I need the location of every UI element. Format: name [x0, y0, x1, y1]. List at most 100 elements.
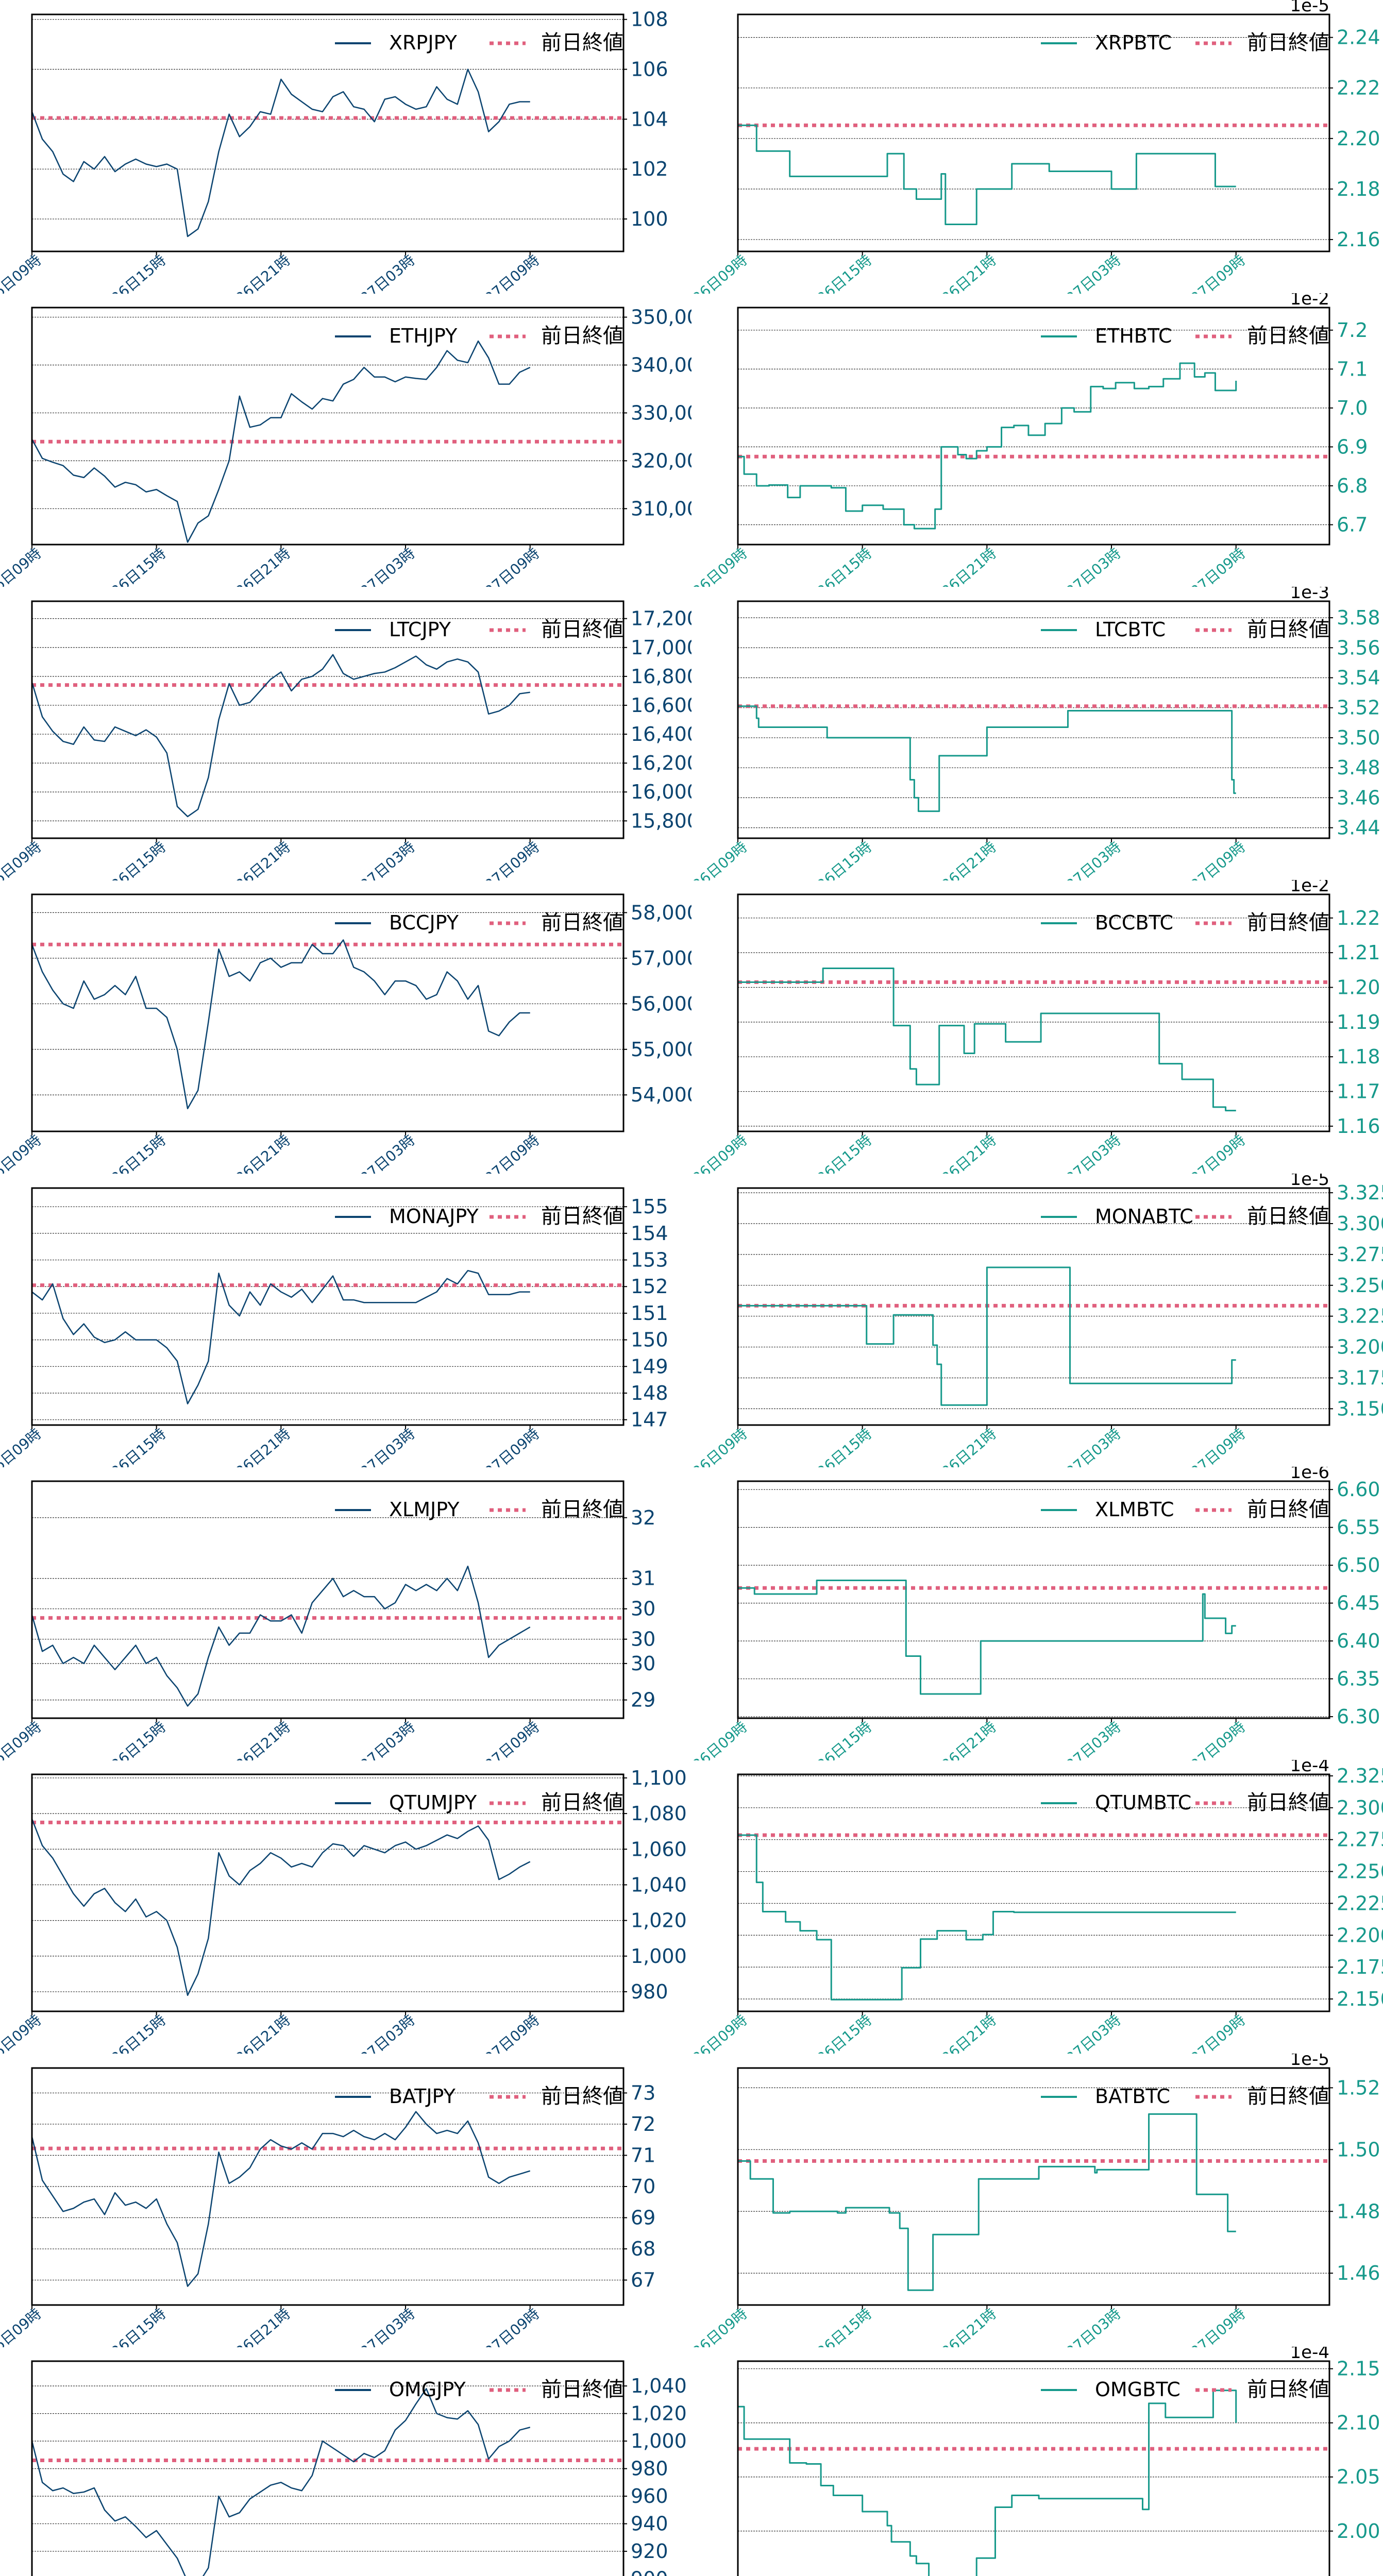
- x-tick-label: 27日03時: [357, 2305, 418, 2347]
- price-series-line: [31, 939, 530, 1110]
- x-tick-label: 26日21時: [938, 838, 1000, 880]
- y-tick-label: 350,000: [631, 306, 692, 329]
- y-tick-label: 3.50: [1337, 726, 1380, 749]
- legend-prev-close-label: 前日終値: [1247, 31, 1329, 55]
- axis-offset-label: 1e-5: [1290, 0, 1329, 16]
- y-tick-label: 16,200: [631, 752, 692, 774]
- y-tick-label: 6.55: [1337, 1516, 1380, 1539]
- y-tick-label: 2.24: [1337, 26, 1380, 49]
- x-tick-label: 26日09時: [0, 2011, 44, 2054]
- x-tick-label: 26日21時: [232, 1718, 294, 1760]
- x-tick-label: 27日03時: [1063, 545, 1124, 587]
- y-tick-label: 6.35: [1337, 1668, 1380, 1690]
- y-tick-label: 3.200: [1337, 1335, 1383, 1358]
- y-tick-label: 1.17: [1337, 1080, 1380, 1103]
- x-tick-label: 27日03時: [357, 251, 418, 294]
- y-tick-label: 2.250: [1337, 1860, 1383, 1883]
- y-tick-label: 1,000: [631, 2430, 687, 2452]
- plot-frame: [737, 2067, 1330, 2306]
- price-series-line: [738, 1834, 1236, 2001]
- x-tick-label: 27日09時: [482, 2305, 543, 2347]
- x-tick-label: 26日21時: [938, 251, 1000, 294]
- y-tick-label: 6.30: [1337, 1705, 1380, 1728]
- plot-frame: [31, 307, 625, 546]
- chart-panel-batbtc: 1.46 1.48 1.50 1.52 1e-5 26日09時 26日15時 26日21時 27…: [689, 2049, 1383, 2360]
- x-tick-label: 26日15時: [108, 545, 169, 587]
- price-series-line: [31, 341, 531, 543]
- chart-panel-bccbtc: 1.16 1.17 1.18 1.19 1.20 1.21 1.22 1e-2 26日09時 26…: [689, 875, 1383, 1187]
- plot-frame: [737, 893, 1330, 1132]
- x-tick-label: 27日09時: [482, 545, 543, 587]
- x-tick-label: 27日09時: [1188, 1131, 1249, 1174]
- chart-panel-omgbtc: 1.952.002.052.102.151e-426日09時26日15時26日2…: [692, 2342, 1383, 2576]
- x-tick-label: 26日21時: [232, 1131, 294, 1174]
- y-tick-label: 960: [631, 2485, 668, 2507]
- plot-frame: [31, 1187, 625, 1426]
- chart-panel-qtumbtc: 2.150 2.175 2.200 2.225 2.250 2.275 2.300 2.325…: [689, 1755, 1383, 2066]
- y-tick-label: 3.225: [1337, 1304, 1383, 1327]
- legend-series-label: OMGJPY: [389, 2378, 466, 2401]
- axis-offset-label: 1e-4: [1290, 2347, 1329, 2363]
- y-tick-label: 55,000: [631, 1038, 692, 1061]
- legend-prev-close-label: 前日終値: [1247, 2378, 1329, 2401]
- x-tick-label: 27日09時: [1188, 2011, 1249, 2054]
- y-tick-label: 100: [631, 208, 668, 230]
- y-tick-label: 148: [631, 1382, 668, 1404]
- plot-frame: [737, 1773, 1330, 2012]
- x-tick-label: 27日09時: [482, 251, 543, 294]
- chart-panel-xrpjpy: 100 102 104 106 108 26日09時 26日15時 26日21時 27日03時 2…: [0, 0, 692, 307]
- y-tick-label: 1.18: [1337, 1045, 1380, 1068]
- x-tick-label: 26日09時: [0, 1718, 44, 1760]
- y-tick-label: 6.8: [1337, 474, 1368, 497]
- y-tick-label: 7.2: [1337, 319, 1368, 342]
- y-tick-label: 102: [631, 158, 668, 180]
- y-tick-label: 1.52: [1337, 2076, 1380, 2099]
- y-tick-label: 58,000: [631, 902, 692, 924]
- y-tick-label: 3.300: [1337, 1212, 1383, 1235]
- legend-series-label: BCCJPY: [389, 911, 459, 934]
- y-tick-label: 108: [631, 8, 668, 31]
- x-tick-label: 26日21時: [232, 251, 294, 294]
- x-tick-label: 26日15時: [108, 838, 169, 880]
- x-tick-label: 27日09時: [1188, 251, 1249, 294]
- x-tick-label: 27日03時: [1063, 838, 1124, 880]
- y-tick-label: 2.18: [1337, 178, 1380, 200]
- chart-panel-bccjpy: 54,000 55,000 56,000 57,000 58,000 26日09時 26日1…: [0, 880, 699, 1187]
- price-series-line: [738, 2389, 1237, 2576]
- x-tick-label: 27日09時: [482, 838, 543, 880]
- y-tick-label: 70: [631, 2175, 655, 2198]
- legend-prev-close-label: 前日終値: [541, 324, 623, 348]
- x-tick-label: 27日09時: [482, 1131, 543, 1174]
- legend-prev-close-label: 前日終値: [541, 2084, 623, 2108]
- y-tick-label: 980: [631, 1980, 668, 2003]
- price-series-line: [738, 1580, 1236, 1695]
- y-tick-label: 30: [631, 1598, 655, 1620]
- legend-prev-close-label: 前日終値: [541, 618, 623, 641]
- x-tick-label: 27日09時: [1188, 1718, 1249, 1760]
- legend-prev-close-label: 前日終値: [541, 1205, 623, 1228]
- chart-panel-ethbtc: 6.7 6.8 6.9 7.0 7.1 7.2 1e-2 26日09時 26日15時 26日21時…: [689, 289, 1383, 600]
- y-tick-label: 2.275: [1337, 1828, 1383, 1851]
- legend-series-label: ETHBTC: [1095, 325, 1172, 347]
- x-tick-label: 26日15時: [814, 251, 875, 294]
- y-tick-label: 1,080: [631, 1802, 687, 1825]
- legend-series-label: XRPBTC: [1095, 31, 1172, 54]
- price-series-line: [31, 1819, 531, 1996]
- y-tick-label: 3.275: [1337, 1243, 1383, 1265]
- x-tick-label: 26日21時: [938, 1131, 1000, 1174]
- y-tick-label: 310,000: [631, 498, 692, 520]
- axis-offset-label: 1e-3: [1290, 587, 1329, 603]
- x-tick-label: 26日09時: [0, 1425, 44, 1467]
- chart-panel-monabtc: 3.150 3.175 3.200 3.225 3.250 3.275 3.300 3.325…: [689, 1169, 1383, 1480]
- x-tick-label: 26日21時: [938, 2011, 1000, 2054]
- x-tick-label: 26日21時: [232, 2011, 294, 2054]
- y-tick-label: 1.48: [1337, 2200, 1380, 2223]
- legend-prev-close-label: 前日終値: [1247, 1791, 1329, 1815]
- legend-prev-close-label: 前日終値: [1247, 1498, 1329, 1521]
- legend-series-label: XLMJPY: [389, 1498, 460, 1521]
- x-tick-label: 26日09時: [0, 545, 44, 587]
- x-tick-label: 26日09時: [0, 838, 44, 880]
- y-tick-label: 3.54: [1337, 666, 1380, 689]
- y-tick-label: 1,060: [631, 1838, 687, 1861]
